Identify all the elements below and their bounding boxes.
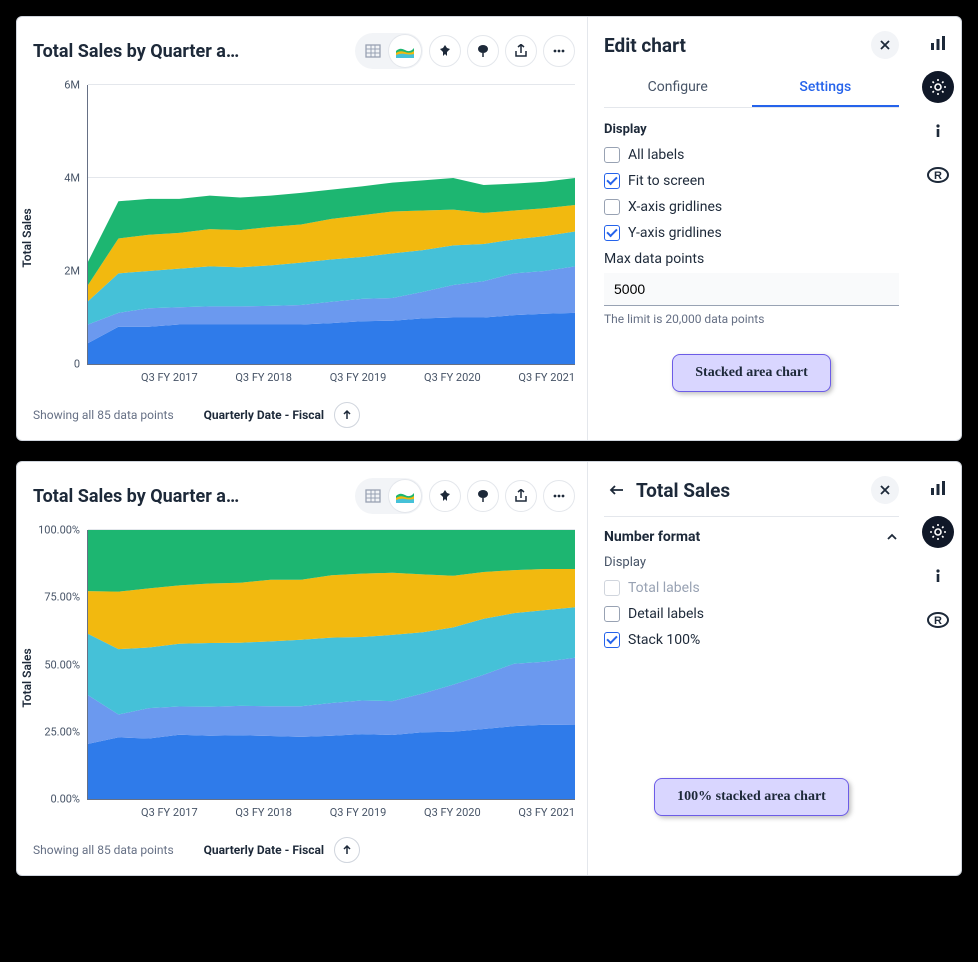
editor-title: Edit chart — [604, 34, 686, 57]
check-stack-100[interactable]: Stack 100% — [604, 632, 899, 648]
close-button[interactable] — [871, 31, 899, 59]
stacked-100-area-chart: 0.00%25.00%50.00%75.00%100.00% — [87, 530, 575, 800]
y-axis-label: Total Sales — [20, 208, 34, 267]
rail-settings-icon[interactable] — [922, 516, 954, 548]
footer-note: Showing all 85 data points — [33, 408, 174, 422]
chart-title: Total Sales by Quarter a… — [33, 486, 239, 507]
table-view-button[interactable] — [357, 480, 389, 512]
tab-settings[interactable]: Settings — [752, 71, 900, 107]
chart-pane: Total Sales by Quarter a… Total Sales — [17, 462, 587, 875]
check-all-labels[interactable]: All labels — [604, 147, 899, 163]
share-button[interactable] — [505, 35, 537, 67]
chart-view-button[interactable] — [389, 35, 421, 67]
close-button[interactable] — [871, 476, 899, 504]
max-pts-input[interactable] — [604, 273, 899, 306]
rail-info-icon[interactable] — [922, 560, 954, 592]
section-number-format[interactable]: Number format — [604, 516, 899, 545]
x-axis-ticks: Q3 FY 2017Q3 FY 2018Q3 FY 2019Q3 FY 2020… — [141, 365, 575, 384]
footer-note: Showing all 85 data points — [33, 843, 174, 857]
check-y-gridlines[interactable]: Y-axis gridlines — [604, 225, 899, 241]
panel-100pct-stacked: Total Sales by Quarter a… Total Sales — [16, 461, 962, 876]
share-button[interactable] — [505, 480, 537, 512]
sort-button[interactable] — [334, 837, 360, 863]
x-axis-ticks: Q3 FY 2017Q3 FY 2018Q3 FY 2019Q3 FY 2020… — [141, 800, 575, 819]
pin-button[interactable] — [429, 480, 461, 512]
right-rail: R — [915, 462, 961, 875]
explore-button[interactable] — [467, 35, 499, 67]
rail-info-icon[interactable] — [922, 115, 954, 147]
check-detail-labels[interactable]: Detail labels — [604, 606, 899, 622]
editor-tabs: Configure Settings — [604, 71, 899, 108]
rail-r-icon[interactable]: R — [922, 604, 954, 636]
svg-text:R: R — [934, 615, 942, 627]
callout-label: 100% stacked area chart — [654, 778, 849, 816]
rail-chart-icon[interactable] — [922, 27, 954, 59]
check-fit-to-screen[interactable]: Fit to screen — [604, 173, 899, 189]
x-axis-title: Quarterly Date - Fiscal — [204, 408, 324, 422]
rail-settings-icon[interactable] — [922, 71, 954, 103]
checkbox-icon — [604, 173, 620, 189]
edit-measure-pane: Total Sales Number format Display Total … — [587, 462, 915, 875]
chart-view-button[interactable] — [389, 480, 421, 512]
max-pts-hint: The limit is 20,000 data points — [604, 312, 899, 326]
right-rail: R — [915, 17, 961, 440]
more-button[interactable] — [543, 480, 575, 512]
section-display: Display — [604, 555, 899, 570]
sort-button[interactable] — [334, 402, 360, 428]
panel-stacked-area: Total Sales by Quarter a… — [16, 16, 962, 441]
checkbox-icon — [604, 580, 620, 596]
stacked-area-chart: 02M4M6M — [87, 85, 575, 365]
more-button[interactable] — [543, 35, 575, 67]
rail-r-icon[interactable]: R — [922, 159, 954, 191]
checkbox-icon — [604, 147, 620, 163]
check-x-gridlines[interactable]: X-axis gridlines — [604, 199, 899, 215]
svg-text:R: R — [934, 170, 942, 182]
chart-title: Total Sales by Quarter a… — [33, 41, 239, 62]
view-toggle — [355, 478, 423, 514]
back-button[interactable] — [604, 477, 630, 503]
explore-button[interactable] — [467, 480, 499, 512]
checkbox-icon — [604, 632, 620, 648]
chevron-up-icon — [885, 530, 899, 544]
rail-chart-icon[interactable] — [922, 472, 954, 504]
x-axis-title: Quarterly Date - Fiscal — [204, 843, 324, 857]
y-axis-label: Total Sales — [20, 648, 34, 707]
checkbox-icon — [604, 606, 620, 622]
checkbox-icon — [604, 199, 620, 215]
section-display: Display — [604, 122, 899, 137]
chart-toolbar — [355, 478, 575, 514]
edit-chart-pane: Edit chart Configure Settings Display Al… — [587, 17, 915, 440]
chart-toolbar — [355, 33, 575, 69]
chart-pane: Total Sales by Quarter a… — [17, 17, 587, 440]
max-pts-label: Max data points — [604, 251, 899, 267]
editor-title: Total Sales — [636, 479, 730, 502]
check-total-labels[interactable]: Total labels — [604, 580, 899, 596]
checkbox-icon — [604, 225, 620, 241]
pin-button[interactable] — [429, 35, 461, 67]
callout-label: Stacked area chart — [672, 354, 831, 392]
view-toggle — [355, 33, 423, 69]
tab-configure[interactable]: Configure — [604, 71, 752, 107]
table-view-button[interactable] — [357, 35, 389, 67]
